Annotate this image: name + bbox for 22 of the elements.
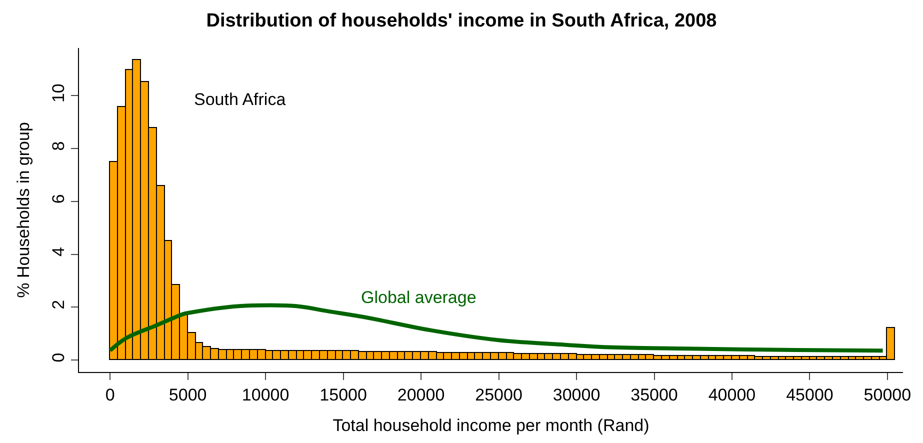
x-tick-label: 45000 [786, 385, 834, 404]
x-tick-label: 30000 [552, 385, 600, 404]
x-tick-label: 50000 [864, 385, 912, 404]
y-tick-label: 4 [49, 247, 68, 256]
y-axis-title: % Households in group [14, 122, 33, 298]
x-tick-label: 15000 [320, 385, 367, 404]
series-label: Global average [361, 288, 476, 307]
x-tick-label: 25000 [475, 385, 522, 404]
x-axis-title: Total household income per month (Rand) [332, 416, 650, 435]
y-tick-label: 2 [49, 300, 68, 310]
y-tick-label: 0 [49, 352, 68, 362]
y-tick-label: 10 [49, 84, 68, 103]
x-tick-label: 20000 [397, 385, 445, 404]
chart-title: Distribution of households' income in South Africa, 2008 [206, 10, 717, 32]
text: South Africa [194, 90, 286, 109]
x-tick-label: 5000 [168, 385, 207, 404]
x-tick-label: 35000 [630, 385, 678, 404]
y-tick-label: 8 [49, 141, 68, 151]
x-tick-label: 10000 [242, 385, 290, 404]
x-tick-label: 40000 [708, 385, 756, 404]
x-tick-label: 0 [105, 385, 115, 404]
y-tick-label: 6 [49, 194, 68, 204]
